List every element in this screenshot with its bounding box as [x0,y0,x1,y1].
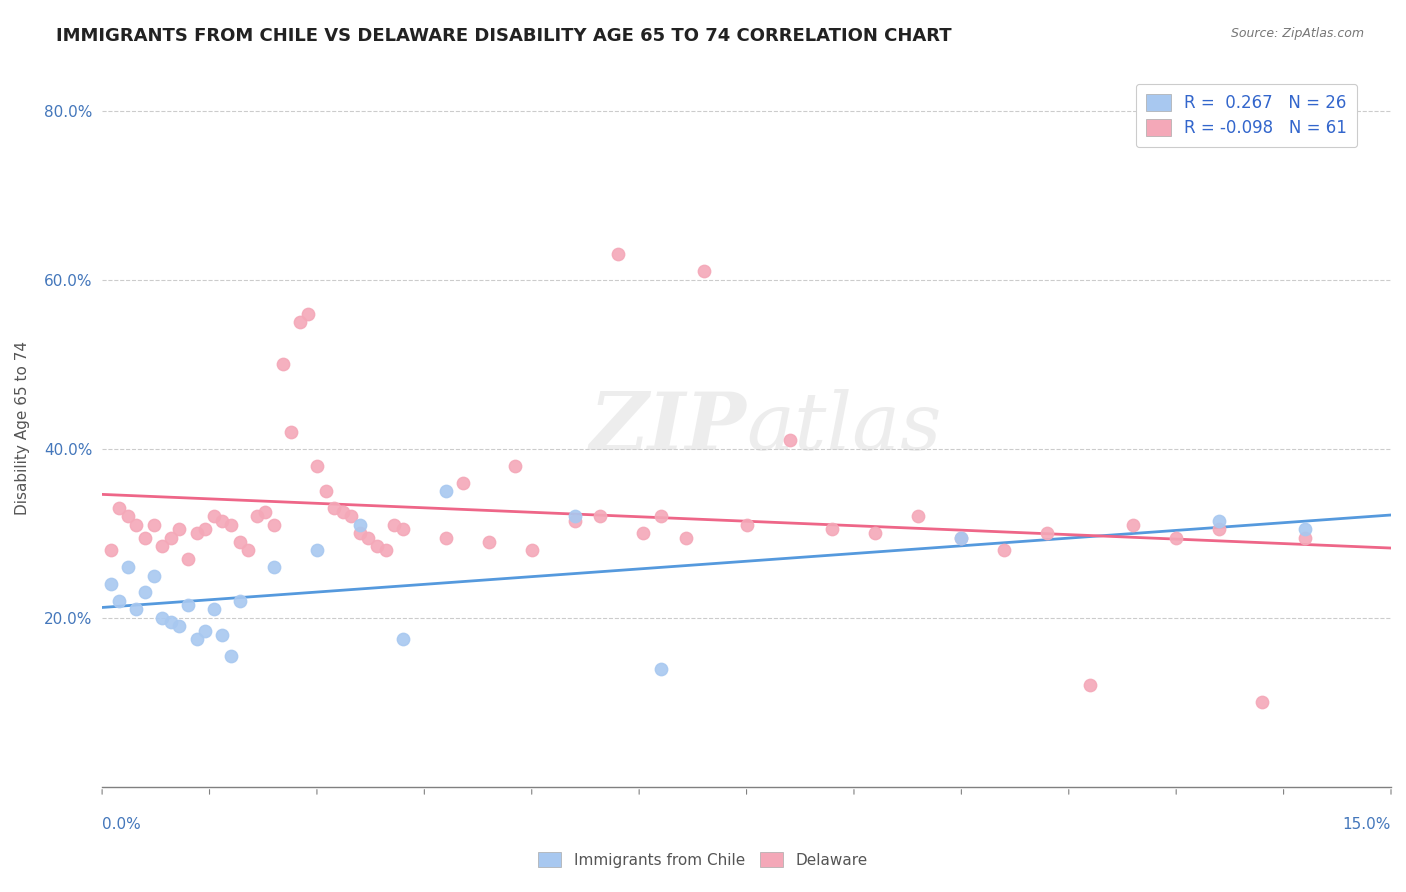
Legend: R =  0.267   N = 26, R = -0.098   N = 61: R = 0.267 N = 26, R = -0.098 N = 61 [1136,84,1357,147]
Point [392,522,415,536]
Point [650,509,672,524]
Point [1078,678,1101,692]
Point [392,632,415,646]
Point [219,648,242,663]
Point [589,509,612,524]
Point [108,500,131,515]
Point [451,475,474,490]
Point [211,514,233,528]
Point [263,560,285,574]
Point [219,517,242,532]
Point [374,543,396,558]
Point [117,509,139,524]
Point [297,307,319,321]
Point [150,611,173,625]
Point [142,568,165,582]
Point [606,247,628,261]
Point [228,594,250,608]
Point [177,551,200,566]
Point [340,509,363,524]
Point [779,434,801,448]
Point [633,526,655,541]
Point [160,615,183,629]
Point [271,357,294,371]
Point [564,514,586,528]
Point [1036,526,1059,541]
Point [735,517,758,532]
Point [332,505,354,519]
Point [1208,514,1230,528]
Point [950,531,973,545]
Point [434,484,457,499]
Point [821,522,844,536]
Point [503,458,526,473]
Point [211,628,233,642]
Text: 15.0%: 15.0% [1343,817,1391,832]
Point [160,531,183,545]
Point [366,539,388,553]
Point [478,534,501,549]
Text: Source: ZipAtlas.com: Source: ZipAtlas.com [1230,27,1364,40]
Point [1122,517,1144,532]
Point [323,500,346,515]
Point [254,505,277,519]
Legend: Immigrants from Chile, Delaware: Immigrants from Chile, Delaware [531,844,875,875]
Point [349,526,371,541]
Point [1208,522,1230,536]
Text: 0.0%: 0.0% [103,817,141,832]
Point [865,526,887,541]
Text: atlas: atlas [747,389,942,467]
Point [228,534,250,549]
Point [675,531,697,545]
Point [142,517,165,532]
Text: IMMIGRANTS FROM CHILE VS DELAWARE DISABILITY AGE 65 TO 74 CORRELATION CHART: IMMIGRANTS FROM CHILE VS DELAWARE DISABI… [56,27,952,45]
Point [100,543,122,558]
Point [100,577,122,591]
Text: ZIP: ZIP [589,389,747,467]
Y-axis label: Disability Age 65 to 74: Disability Age 65 to 74 [15,341,30,515]
Point [134,531,156,545]
Point [1166,531,1188,545]
Point [263,517,285,532]
Point [305,543,328,558]
Point [186,526,208,541]
Point [150,539,173,553]
Point [194,624,217,638]
Point [125,517,148,532]
Point [169,522,191,536]
Point [238,543,260,558]
Point [280,425,302,439]
Point [907,509,929,524]
Point [349,517,371,532]
Point [520,543,543,558]
Point [246,509,269,524]
Point [305,458,328,473]
Point [202,602,225,616]
Point [288,315,311,329]
Point [315,484,337,499]
Point [125,602,148,616]
Point [117,560,139,574]
Point [202,509,225,524]
Point [564,509,586,524]
Point [650,661,672,675]
Point [382,517,405,532]
Point [1294,522,1316,536]
Point [169,619,191,633]
Point [993,543,1015,558]
Point [950,531,973,545]
Point [692,264,714,278]
Point [1294,531,1316,545]
Point [108,594,131,608]
Point [186,632,208,646]
Point [194,522,217,536]
Point [1251,695,1274,709]
Point [357,531,380,545]
Point [134,585,156,599]
Point [434,531,457,545]
Point [177,598,200,612]
